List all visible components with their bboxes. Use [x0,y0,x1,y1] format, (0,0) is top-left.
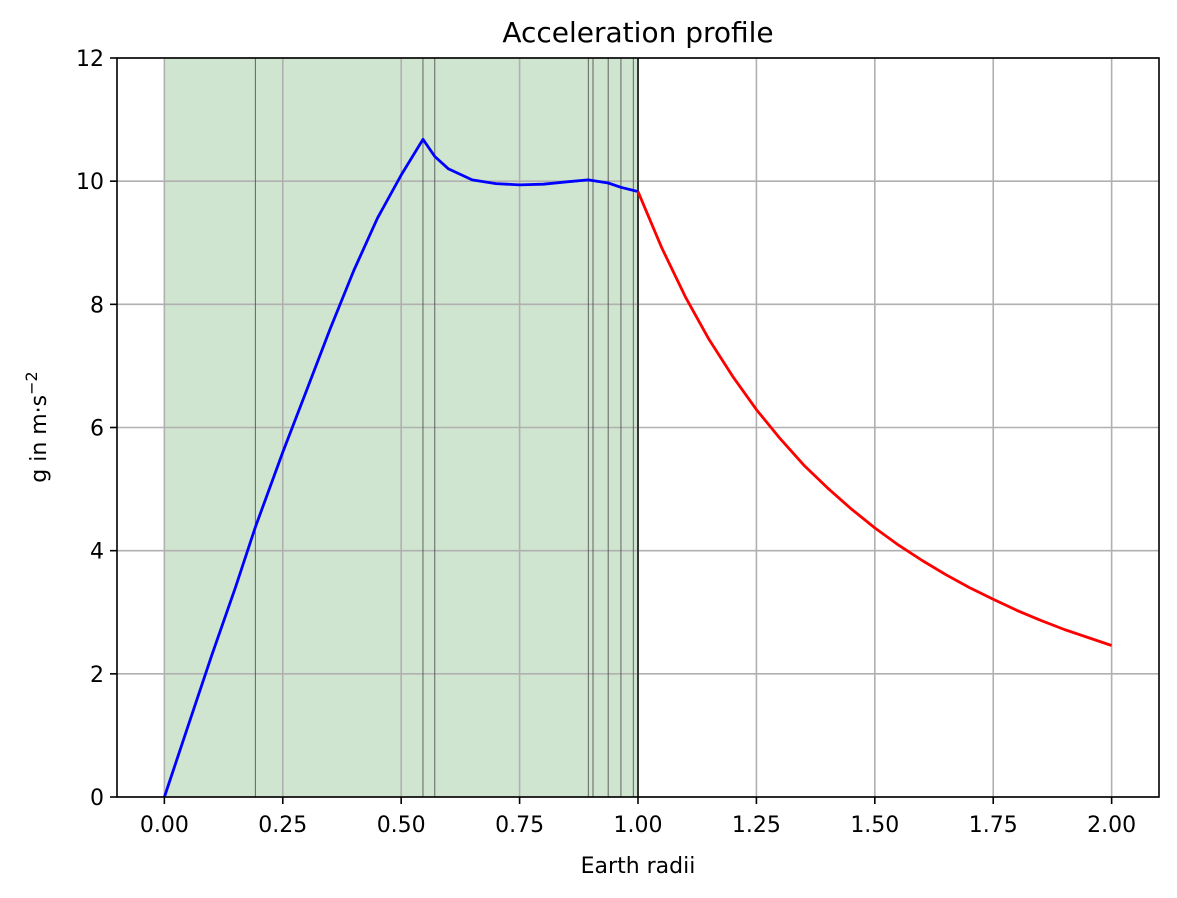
chart-title: Acceleration profile [502,16,773,49]
y-tick-label: 12 [76,47,104,72]
y-axis-label-exponent: −2 [22,371,41,395]
x-tick-label: 1.75 [969,813,1018,838]
x-axis-label: Earth radii [581,854,696,879]
series-line-exterior [636,191,1113,647]
y-tick-label: 0 [90,786,104,811]
y-tick-label: 2 [90,663,104,688]
x-tick-label: 0.00 [140,813,189,838]
x-tick-label: 1.25 [732,813,781,838]
x-tick-label: 2.00 [1087,813,1136,838]
x-tick-label: 0.50 [377,813,426,838]
series-layer [163,137,1113,798]
y-tick-label: 4 [90,540,104,565]
x-tick-label: 0.25 [258,813,307,838]
series-line-interior [163,137,639,798]
x-tick-label: 0.75 [495,813,544,838]
y-tick-label: 10 [76,170,104,195]
y-tick-label: 6 [90,417,104,442]
y-tick-label: 8 [90,293,104,318]
x-tick-label: 1.00 [614,813,663,838]
x-tick-label: 1.50 [850,813,899,838]
y-axis-label-text: g in m·s [27,395,52,483]
y-axis-label: g in m·s−2 [22,371,52,483]
ticks-layer: 0.00 0.25 0.50 0.75 1.00 1.25 1.50 1.75 2.00 0 2 4 6… [76,47,1136,838]
